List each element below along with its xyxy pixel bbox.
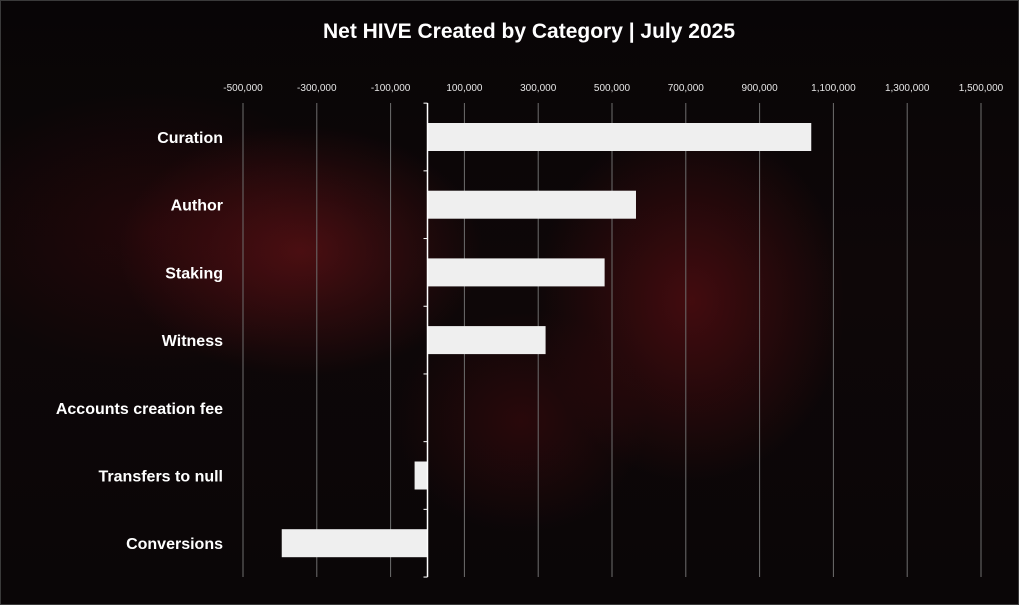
category-labels: Curation Author Staking Witness Accounts cre… — [56, 130, 223, 553]
x-tick-label: -100,000 — [371, 83, 411, 94]
bar-conversions — [281, 529, 428, 558]
x-tick-label: 1,100,000 — [811, 83, 856, 94]
category-label: Author — [171, 198, 223, 215]
bar-staking — [427, 258, 605, 287]
bar-witness — [427, 326, 546, 355]
x-tick-label: -300,000 — [297, 83, 337, 94]
category-label: Curation — [157, 130, 223, 147]
x-tick-label: 1,300,000 — [885, 83, 930, 94]
category-label: Transfers to null — [99, 469, 223, 486]
x-tick-labels: -500,000 -300,000 -100,000 100,000 300,000 50… — [223, 83, 1003, 94]
category-label: Conversions — [126, 536, 223, 553]
chart-title: Net HIVE Created by Category | July 2025 — [323, 20, 735, 43]
gridlines — [242, 103, 982, 577]
x-tick-label: -500,000 — [223, 83, 263, 94]
x-tick-label: 700,000 — [668, 83, 705, 94]
category-label: Accounts creation fee — [56, 401, 223, 418]
category-label: Staking — [165, 265, 223, 282]
bar-author — [427, 190, 636, 219]
bars — [281, 123, 812, 558]
x-tick-label: 900,000 — [742, 83, 779, 94]
x-tick-label: 100,000 — [446, 83, 483, 94]
bar-transfers-to-null — [414, 461, 428, 490]
bar-curation — [427, 123, 812, 151]
x-tick-label: 300,000 — [520, 83, 557, 94]
y-axis — [423, 102, 429, 578]
category-label: Witness — [162, 333, 223, 350]
x-tick-label: 500,000 — [594, 83, 631, 94]
x-tick-label: 1,500,000 — [959, 83, 1004, 94]
